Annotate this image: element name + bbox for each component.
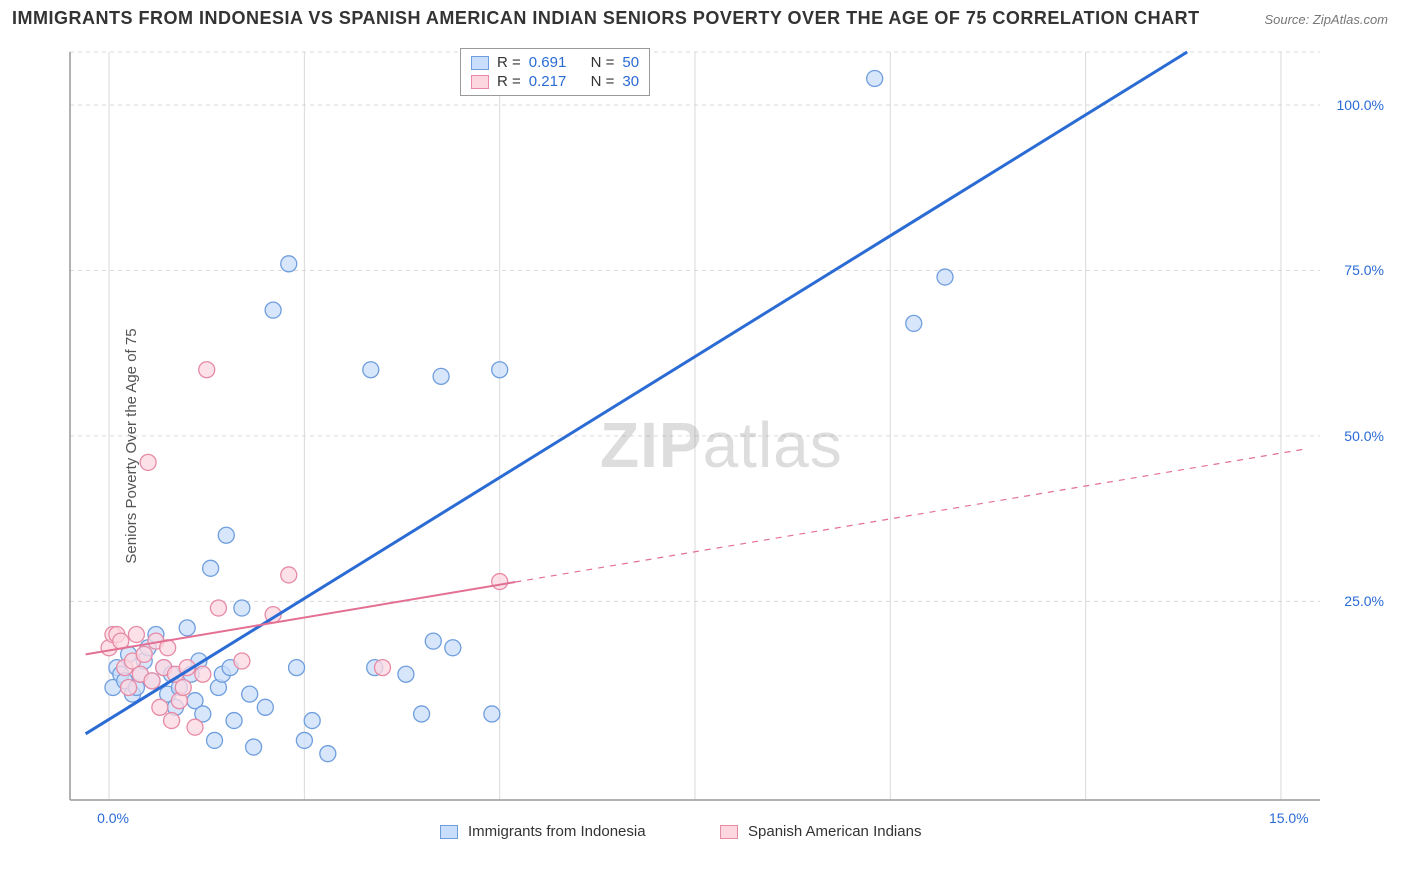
scatter-chart	[60, 44, 1390, 842]
n-value: 30	[622, 73, 639, 90]
n-value: 50	[622, 54, 639, 71]
x-tick-label: 15.0%	[1269, 810, 1309, 826]
x-tick-label: 0.0%	[97, 810, 129, 826]
legend-swatch	[471, 56, 489, 70]
legend-swatch	[440, 825, 458, 839]
source-label: Source: ZipAtlas.com	[1264, 12, 1388, 27]
n-label: N =	[591, 54, 615, 71]
r-label: R =	[497, 73, 521, 90]
r-label: R =	[497, 54, 521, 71]
legend-label: Immigrants from Indonesia	[468, 823, 646, 840]
chart-title: IMMIGRANTS FROM INDONESIA VS SPANISH AME…	[12, 8, 1200, 29]
bottom-legend-item: Spanish American Indians	[720, 823, 921, 840]
stats-legend: R = 0.691 N = 50 R = 0.217 N = 30	[460, 48, 650, 96]
y-tick-label: 100.0%	[1337, 97, 1384, 113]
y-tick-label: 50.0%	[1344, 428, 1384, 444]
y-tick-label: 25.0%	[1344, 593, 1384, 609]
legend-swatch	[720, 825, 738, 839]
n-label: N =	[591, 73, 615, 90]
r-value: 0.217	[529, 73, 567, 90]
legend-swatch	[471, 75, 489, 89]
bottom-legend-item: Immigrants from Indonesia	[440, 823, 646, 840]
legend-label: Spanish American Indians	[748, 823, 921, 840]
chart-area: ZIPatlas R =0.691 N =50R =0.217 N =30 Im…	[60, 44, 1390, 842]
y-tick-label: 75.0%	[1344, 262, 1384, 278]
r-value: 0.691	[529, 54, 567, 71]
